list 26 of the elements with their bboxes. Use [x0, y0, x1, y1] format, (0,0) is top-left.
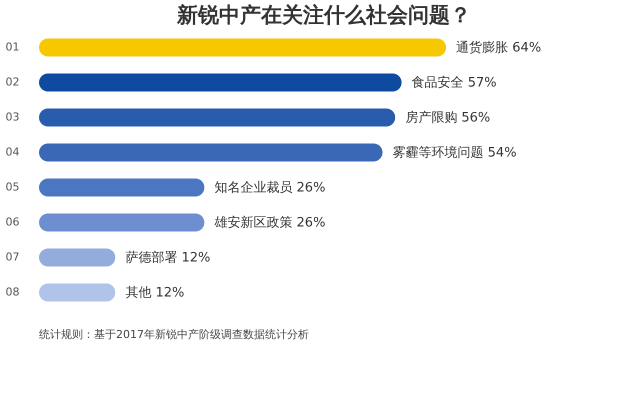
data-label: 萨德部署 12% [125, 250, 210, 266]
data-label: 通货膨胀 64% [456, 40, 542, 56]
y-tick-label: 02 [6, 76, 20, 88]
bar [39, 38, 446, 56]
bar [39, 108, 396, 126]
y-tick-label: 08 [6, 286, 20, 298]
y-tick-label: 07 [6, 250, 20, 264]
bar [39, 214, 204, 232]
data-label: 食品安全 57% [412, 74, 497, 90]
y-tick-label: 04 [6, 146, 20, 158]
y-tick-label: 06 [6, 216, 20, 228]
data-label: 其他 12% [125, 286, 184, 300]
bar [39, 248, 116, 266]
data-label: 房产限购 56% [405, 110, 490, 126]
bar [39, 144, 383, 162]
data-label: 雄安新区政策 26% [213, 214, 326, 230]
chart-title: 新锐中产在关注什么社会问题？ [176, 3, 471, 27]
data-label: 雾霾等环境问题 54% [392, 144, 517, 160]
y-tick-label: 01 [6, 40, 20, 54]
y-tick-label: 03 [6, 110, 20, 124]
bar [39, 284, 116, 302]
bar [39, 74, 402, 92]
bar [39, 178, 204, 196]
text: 统计规则：基于2017年新锐中产阶级调查数据统计分析 [39, 328, 309, 341]
data-label: 知名企业裁员 26% [214, 180, 326, 196]
y-tick-label: 05 [6, 180, 20, 194]
